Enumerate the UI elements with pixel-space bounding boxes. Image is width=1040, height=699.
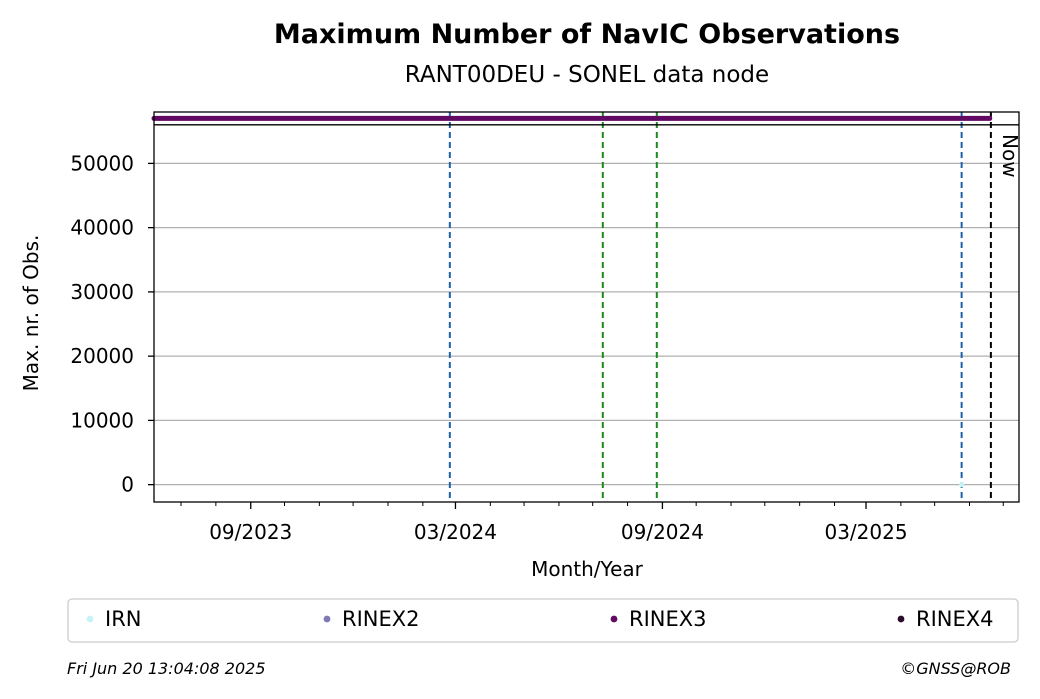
x-tick-label: 09/2023	[209, 520, 292, 544]
legend-label-irn: IRN	[105, 607, 142, 631]
x-axis-ticks: 09/2023 03/2024 09/2024 03/2025	[180, 502, 1004, 544]
event-lines	[448, 112, 992, 502]
y-tick-label: 10000	[70, 408, 134, 432]
legend-box	[67, 598, 1019, 643]
legend-marker-rinex2	[323, 615, 331, 623]
x-tick-label: 03/2025	[824, 520, 907, 544]
y-tick-label: 40000	[70, 216, 134, 240]
chart-title: Maximum Number of NavIC Observations	[274, 19, 900, 50]
series-irn-point	[959, 482, 965, 488]
grid-lines	[154, 162, 1019, 486]
legend-label-rinex2: RINEX2	[342, 607, 420, 631]
y-tick-label: 30000	[70, 280, 134, 304]
legend-marker-rinex3	[610, 615, 618, 623]
legend: IRN RINEX2 RINEX3 RINEX4	[67, 598, 1019, 643]
x-tick-label: 03/2024	[414, 520, 497, 544]
legend-label-rinex4: RINEX4	[916, 607, 994, 631]
footer-timestamp: Fri Jun 20 13:04:08 2025	[67, 659, 266, 678]
plot-frame	[153, 111, 1020, 503]
y-tick-label: 50000	[70, 151, 134, 175]
y-tick-label: 20000	[70, 344, 134, 368]
legend-marker-rinex4	[897, 615, 905, 623]
now-label: Now	[998, 134, 1022, 178]
footer-credit: ©GNSS@ROB	[900, 659, 1011, 678]
y-tick-label: 0	[121, 473, 134, 497]
data-series	[151, 115, 993, 488]
x-axis-label: Month/Year	[531, 557, 644, 581]
chart-subtitle: RANT00DEU - SONEL data node	[405, 62, 769, 88]
y-axis-label: Max. nr. of Obs.	[19, 235, 43, 392]
legend-label-rinex3: RINEX3	[629, 607, 707, 631]
x-tick-label: 09/2024	[621, 520, 704, 544]
legend-marker-irn	[86, 615, 94, 623]
y-axis-ticks: 0 10000 20000 30000 40000 50000	[70, 151, 154, 497]
